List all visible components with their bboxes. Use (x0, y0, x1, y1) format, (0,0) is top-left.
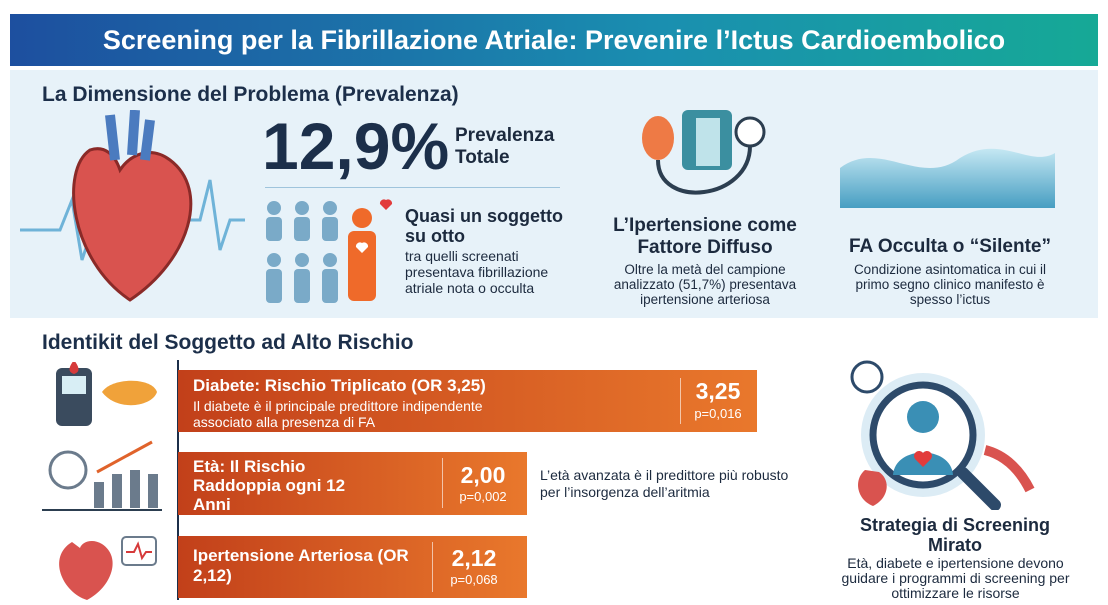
risk-text: Il diabete è il principale predittore in… (193, 398, 483, 430)
risk-bar: Diabete: Rischio Triplicato (OR 3,25) Il… (178, 370, 757, 432)
risk-icons (42, 362, 162, 600)
big-number: 12,9% (262, 109, 450, 183)
people-icons (266, 199, 393, 303)
divider (265, 187, 560, 188)
wave-illustration (840, 148, 1055, 208)
p-value: p=0,002 (459, 489, 507, 504)
big-label: Prevalenza Totale (455, 125, 555, 168)
strategy-illustration (850, 360, 1035, 510)
risk-title: Ipertensione Arteriosa (OR 2,12) (193, 546, 409, 585)
odds-ratio: 3,25 (695, 378, 741, 404)
blood-pressure-icon (642, 110, 766, 195)
title: Screening per la Fibrillazione Atriale: … (102, 25, 1006, 55)
heart-illustration (20, 110, 245, 302)
strategy-title: Strategia di Screening Mirato (859, 515, 1051, 555)
card-title: FA Occulta o “Silente” (848, 236, 1051, 257)
sub-text: tra quelli screenati presentava fibrilla… (405, 248, 549, 296)
sub-title: Quasi un soggetto su otto (405, 206, 564, 246)
section-heading: La Dimensione del Problema (Prevalenza) (42, 83, 459, 106)
section-heading: Identikit del Soggetto ad Alto Rischio (42, 331, 414, 354)
odds-ratio: 2,12 (451, 545, 497, 571)
card-title: L’Ipertensione come Fattore Diffuso (613, 215, 797, 258)
card-text: Condizione asintomatica in cui il primo … (853, 262, 1047, 307)
p-value: p=0,016 (694, 406, 742, 421)
risk-title: Diabete: Rischio Triplicato (OR 3,25) (193, 376, 486, 395)
risk-bar: Età: Il Rischio Raddoppia ogni 12 Anni 2… (178, 452, 527, 515)
p-value: p=0,068 (450, 572, 498, 587)
header: Screening per la Fibrillazione Atriale: … (10, 14, 1098, 66)
card-text: Oltre la metà del campione analizzato (5… (613, 262, 797, 307)
risk-bar: Ipertensione Arteriosa (OR 2,12) 2,12 p=… (178, 536, 527, 598)
separator (432, 542, 433, 592)
risk-note: L’età avanzata è il predittore più robus… (540, 467, 789, 500)
separator (680, 378, 681, 424)
risk-title: Età: Il Rischio Raddoppia ogni 12 Anni (193, 457, 346, 514)
odds-ratio: 2,00 (460, 462, 506, 488)
separator (442, 458, 443, 508)
strategy-text: Età, diabete e ipertensione devono guida… (841, 555, 1070, 601)
